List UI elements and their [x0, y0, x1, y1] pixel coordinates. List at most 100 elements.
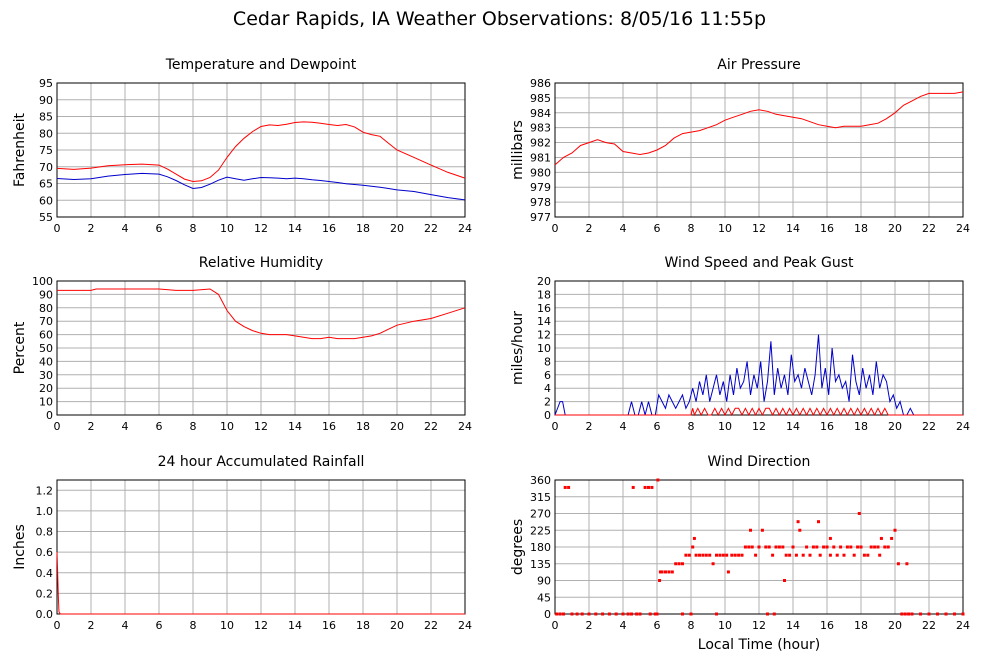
data-point — [681, 612, 684, 616]
page-title: Cedar Rapids, IA Weather Observations: 8… — [232, 8, 767, 30]
data-point — [944, 612, 948, 616]
data-point — [796, 520, 800, 524]
y-tick-label: 986 — [530, 77, 551, 90]
y-tick-label: 0 — [46, 409, 53, 422]
y-tick-label: 0.0 — [36, 608, 54, 621]
y-tick-label: 50 — [39, 342, 53, 355]
data-point — [631, 485, 635, 489]
data-point — [692, 536, 696, 540]
data-point — [835, 553, 839, 557]
y-tick-label: 12 — [537, 329, 551, 342]
y-tick-label: 8 — [544, 355, 551, 368]
y-tick-label: 0.4 — [36, 567, 54, 580]
x-tick-label: 8 — [688, 420, 695, 433]
y-tick-label: 45 — [537, 591, 551, 604]
x-tick-label: 4 — [620, 619, 627, 632]
data-point — [689, 612, 693, 616]
x-tick-label: 0 — [552, 420, 559, 433]
data-point — [743, 545, 747, 549]
data-point — [907, 612, 911, 616]
data-point — [684, 553, 688, 557]
chart-humidity: 0 2 4 6 8 10 12 14 16 18 20 22 240102030405060708090… — [12, 255, 472, 433]
series-line-2 — [555, 407, 963, 417]
data-point — [750, 545, 754, 549]
x-tick-label: 6 — [654, 420, 661, 433]
x-tick-label: 18 — [356, 619, 370, 632]
series-line-2 — [56, 172, 466, 201]
y-tick-label: 80 — [39, 302, 53, 315]
data-point — [737, 553, 741, 557]
y-tick-label: 60 — [39, 329, 53, 342]
data-point — [711, 562, 715, 566]
chart-title: Wind Direction — [708, 454, 811, 470]
data-point — [630, 612, 633, 616]
data-point — [852, 553, 856, 557]
data-point — [879, 536, 883, 540]
series-line-1 — [56, 121, 466, 183]
data-point — [667, 570, 671, 574]
data-point — [805, 545, 809, 549]
data-point — [910, 612, 914, 616]
y-tick-label: 981 — [530, 151, 551, 164]
data-point — [801, 553, 805, 557]
chart-title: Wind Speed and Peak Gust — [665, 255, 854, 271]
y-tick-label: 983 — [530, 122, 551, 135]
series-line-1 — [57, 288, 466, 340]
plot-frame — [554, 280, 964, 416]
x-tick-label: 10 — [718, 619, 732, 632]
data-point — [643, 485, 647, 489]
data-point — [927, 612, 931, 616]
x-tick-label: 20 — [888, 420, 902, 433]
x-tick-label: 16 — [322, 619, 336, 632]
data-point — [635, 612, 639, 616]
plot-frame — [56, 280, 466, 416]
data-point — [621, 612, 625, 616]
y-tick-label: 978 — [530, 196, 551, 209]
x-tick-label: 24 — [956, 619, 970, 632]
y-tick-label: 40 — [39, 355, 53, 368]
y-axis-label: millibars — [510, 120, 526, 180]
x-tick-label: 2 — [88, 420, 95, 433]
data-point — [845, 545, 849, 549]
data-point — [893, 528, 897, 532]
data-point — [626, 612, 630, 616]
x-tick-label: 14 — [288, 420, 302, 433]
y-tick-label: 20 — [537, 275, 551, 288]
x-tick-label: 10 — [220, 619, 234, 632]
x-tick-label: 12 — [752, 420, 766, 433]
y-tick-label: 90 — [39, 288, 53, 301]
x-tick-label: 24 — [458, 619, 472, 632]
x-tick-label: 22 — [922, 420, 936, 433]
data-point — [878, 553, 882, 557]
y-axis-label: Fahrenheit — [12, 112, 28, 187]
x-tick-label: 4 — [122, 619, 129, 632]
x-tick-label: 12 — [254, 619, 268, 632]
x-tick-label: 8 — [190, 619, 197, 632]
x-tick-label: 0 — [552, 619, 559, 632]
x-tick-label: 6 — [654, 619, 661, 632]
data-point — [900, 612, 904, 616]
y-tick-label: 75 — [39, 144, 53, 157]
data-point — [953, 612, 956, 616]
chart-title: 24 hour Accumulated Rainfall — [158, 454, 365, 470]
data-point — [747, 545, 751, 549]
x-tick-label: 2 — [586, 420, 593, 433]
data-point — [587, 612, 591, 616]
x-tick-label: 10 — [718, 222, 732, 235]
y-axis-label: miles/hour — [510, 311, 526, 385]
y-tick-label: 0.6 — [36, 546, 54, 559]
data-point — [794, 553, 798, 557]
x-tick-label: 2 — [88, 222, 95, 235]
x-tick-label: 8 — [190, 420, 197, 433]
y-tick-label: 0.2 — [36, 587, 54, 600]
data-point — [767, 545, 771, 549]
y-tick-label: 90 — [537, 575, 551, 588]
y-tick-label: 16 — [537, 302, 551, 315]
y-tick-label: 180 — [530, 541, 551, 554]
y-tick-label: 2 — [544, 396, 551, 409]
y-tick-label: 80 — [39, 127, 53, 140]
x-tick-label: 20 — [390, 222, 404, 235]
y-tick-label: 65 — [39, 178, 53, 191]
data-point — [656, 478, 660, 482]
data-point — [660, 570, 664, 574]
